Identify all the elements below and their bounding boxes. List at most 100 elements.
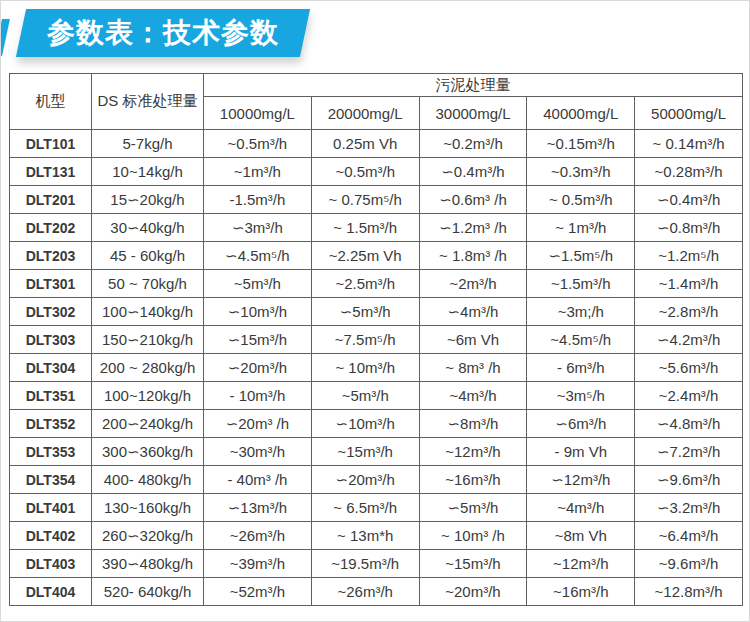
table-row: DLT1015-7kg/h~0.5m³/h0.25m Vh~0.2m³/h~0.… — [10, 130, 743, 158]
capacity-value-cell: ~ 8m³ /h — [419, 354, 527, 382]
model-cell: DLT403 — [10, 550, 92, 578]
table-row: DLT403390∽480kg/h~39m³/h~19.5m³/h~15m³/h… — [10, 550, 743, 578]
header-concentration-40000: 40000mg/L — [527, 97, 635, 130]
capacity-value-cell: ~30m³/h — [204, 438, 312, 466]
header-ds-capacity: DS 标准处理量 — [92, 74, 204, 130]
table-row: DLT353300∽360kg/h~30m³/h~15m³/h~12m³/h- … — [10, 438, 743, 466]
capacity-value-cell: ~9.6m³/h — [635, 550, 743, 578]
capacity-value-cell: ~4m³/h — [419, 382, 527, 410]
ds-capacity-cell: 45 - 60kg/h — [92, 242, 204, 270]
ds-capacity-cell: 100~120kg/h — [92, 382, 204, 410]
table-row: DLT13110~14kg/h~1m³/h~0.5m³/h∽0.4m³/h~0.… — [10, 158, 743, 186]
capacity-value-cell: ~39m³/h — [204, 550, 312, 578]
capacity-value-cell: ~ 13m*h — [311, 522, 419, 550]
capacity-value-cell: ~8m Vh — [527, 522, 635, 550]
capacity-value-cell: ~7.5m⁵/h — [311, 326, 419, 354]
capacity-value-cell: ~2.25m Vh — [311, 242, 419, 270]
capacity-value-cell: ~5m³/h — [311, 382, 419, 410]
capacity-value-cell: ∽6m³/h — [527, 410, 635, 438]
model-cell: DLT352 — [10, 410, 92, 438]
capacity-value-cell: ~16m³/h — [527, 578, 635, 606]
table-row: DLT354400- 480kg/h- 40m³ /h∽20m³/h~16m³/… — [10, 466, 743, 494]
capacity-value-cell: ~15m³/h — [419, 550, 527, 578]
header-concentration-30000: 30000mg/L — [419, 97, 527, 130]
ds-capacity-cell: 130~160kg/h — [92, 494, 204, 522]
header-concentration-20000: 20000mg/L — [311, 97, 419, 130]
capacity-value-cell: ~0.2m³/h — [419, 130, 527, 158]
capacity-value-cell: ~1m³/h — [204, 158, 312, 186]
capacity-value-cell: ~12.8m³/h — [635, 578, 743, 606]
banner-accent-sliver — [0, 19, 10, 56]
ds-capacity-cell: 100∽140kg/h — [92, 298, 204, 326]
capacity-value-cell: ∽0.4m³/h — [635, 186, 743, 214]
capacity-value-cell: ~ 0.75m⁵/h — [311, 186, 419, 214]
capacity-value-cell: - 6m³/h — [527, 354, 635, 382]
capacity-value-cell: ∽15m³/h — [204, 326, 312, 354]
capacity-value-cell: -1.5m³/h — [204, 186, 312, 214]
capacity-value-cell: ~2.5m³/h — [311, 270, 419, 298]
capacity-value-cell: ~0.15m³/h — [527, 130, 635, 158]
ds-capacity-cell: 400- 480kg/h — [92, 466, 204, 494]
capacity-value-cell: ~4m³/h — [527, 494, 635, 522]
table-body: DLT1015-7kg/h~0.5m³/h0.25m Vh~0.2m³/h~0.… — [10, 130, 743, 606]
capacity-value-cell: ~20m³/h — [419, 578, 527, 606]
capacity-value-cell: ∽1.5m⁵/h — [527, 242, 635, 270]
model-cell: DLT351 — [10, 382, 92, 410]
table-row: DLT30150 ~ 70kg/h~5m³/h~2.5m³/h~2m³/h~1.… — [10, 270, 743, 298]
capacity-value-cell: ~0.3m³/h — [527, 158, 635, 186]
model-cell: DLT354 — [10, 466, 92, 494]
capacity-value-cell: ∽20m³ /h — [204, 410, 312, 438]
capacity-value-cell: ~26m³/h — [311, 578, 419, 606]
capacity-value-cell: ~ 1m³/h — [527, 214, 635, 242]
capacity-value-cell: ∽8m³/h — [419, 410, 527, 438]
ds-capacity-cell: 30∽40kg/h — [92, 214, 204, 242]
model-cell: DLT202 — [10, 214, 92, 242]
ds-capacity-cell: 5-7kg/h — [92, 130, 204, 158]
model-cell: DLT304 — [10, 354, 92, 382]
model-cell: DLT404 — [10, 578, 92, 606]
capacity-value-cell: ~12m³/h — [419, 438, 527, 466]
capacity-value-cell: ∽4m³/h — [419, 298, 527, 326]
capacity-value-cell: ~0.5m³/h — [204, 130, 312, 158]
capacity-value-cell: ∽5m³/h — [311, 298, 419, 326]
ds-capacity-cell: 300∽360kg/h — [92, 438, 204, 466]
capacity-value-cell: ~6.4m³/h — [635, 522, 743, 550]
ds-capacity-cell: 520- 640kg/h — [92, 578, 204, 606]
capacity-value-cell: ~3m;/h — [527, 298, 635, 326]
table-row: DLT352200∽240kg/h∽20m³ /h∽10m³/h∽8m³/h∽6… — [10, 410, 743, 438]
capacity-value-cell: ∽1.2m³ /h — [419, 214, 527, 242]
capacity-value-cell: ~52m³/h — [204, 578, 312, 606]
table-row: DLT302100∽140kg/h∽10m³/h∽5m³/h∽4m³/h~3m;… — [10, 298, 743, 326]
capacity-value-cell: ~ 0.5m³/h — [527, 186, 635, 214]
capacity-value-cell: ∽9.6m³/h — [635, 466, 743, 494]
model-cell: DLT302 — [10, 298, 92, 326]
capacity-value-cell: ∽12m³/h — [527, 466, 635, 494]
capacity-value-cell: ~0.28m³/h — [635, 158, 743, 186]
capacity-value-cell: ∽0.6m³ /h — [419, 186, 527, 214]
capacity-value-cell: ∽3.2m³/h — [635, 494, 743, 522]
capacity-value-cell: ~5m³/h — [204, 270, 312, 298]
capacity-value-cell: ~5.6m³/h — [635, 354, 743, 382]
page: 参数表：技术参数 机型 DS 标准处理量 污泥处理量 10000mg/L 200… — [0, 0, 750, 622]
capacity-value-cell: ~ 6.5m³/h — [311, 494, 419, 522]
capacity-value-cell: ∽20m³/h — [204, 354, 312, 382]
capacity-value-cell: ~ 10m³ /h — [419, 522, 527, 550]
header-sludge-capacity: 污泥处理量 — [204, 74, 743, 97]
page-title: 参数表：技术参数 — [47, 14, 279, 52]
table-row: DLT404520- 640kg/h~52m³/h~26m³/h~20m³/h~… — [10, 578, 743, 606]
capacity-value-cell: ∽4.8m³/h — [635, 410, 743, 438]
capacity-value-cell: ~26m³/h — [204, 522, 312, 550]
capacity-value-cell: ∽13m³/h — [204, 494, 312, 522]
capacity-value-cell: ∽4.2m³/h — [635, 326, 743, 354]
capacity-value-cell: ∽20m³/h — [311, 466, 419, 494]
capacity-value-cell: ~ 1.8m³ /h — [419, 242, 527, 270]
title-banner: 参数表：技术参数 — [16, 9, 310, 57]
capacity-value-cell: ∽10m³/h — [311, 410, 419, 438]
capacity-value-cell: ∽0.8m³/h — [635, 214, 743, 242]
capacity-value-cell: ~4.5m⁵/h — [527, 326, 635, 354]
ds-capacity-cell: 150∽210kg/h — [92, 326, 204, 354]
model-cell: DLT353 — [10, 438, 92, 466]
capacity-value-cell: ~ 1.5m³/h — [311, 214, 419, 242]
capacity-value-cell: ∽4.5m⁵/h — [204, 242, 312, 270]
capacity-value-cell: ~ 0.14m³/h — [635, 130, 743, 158]
